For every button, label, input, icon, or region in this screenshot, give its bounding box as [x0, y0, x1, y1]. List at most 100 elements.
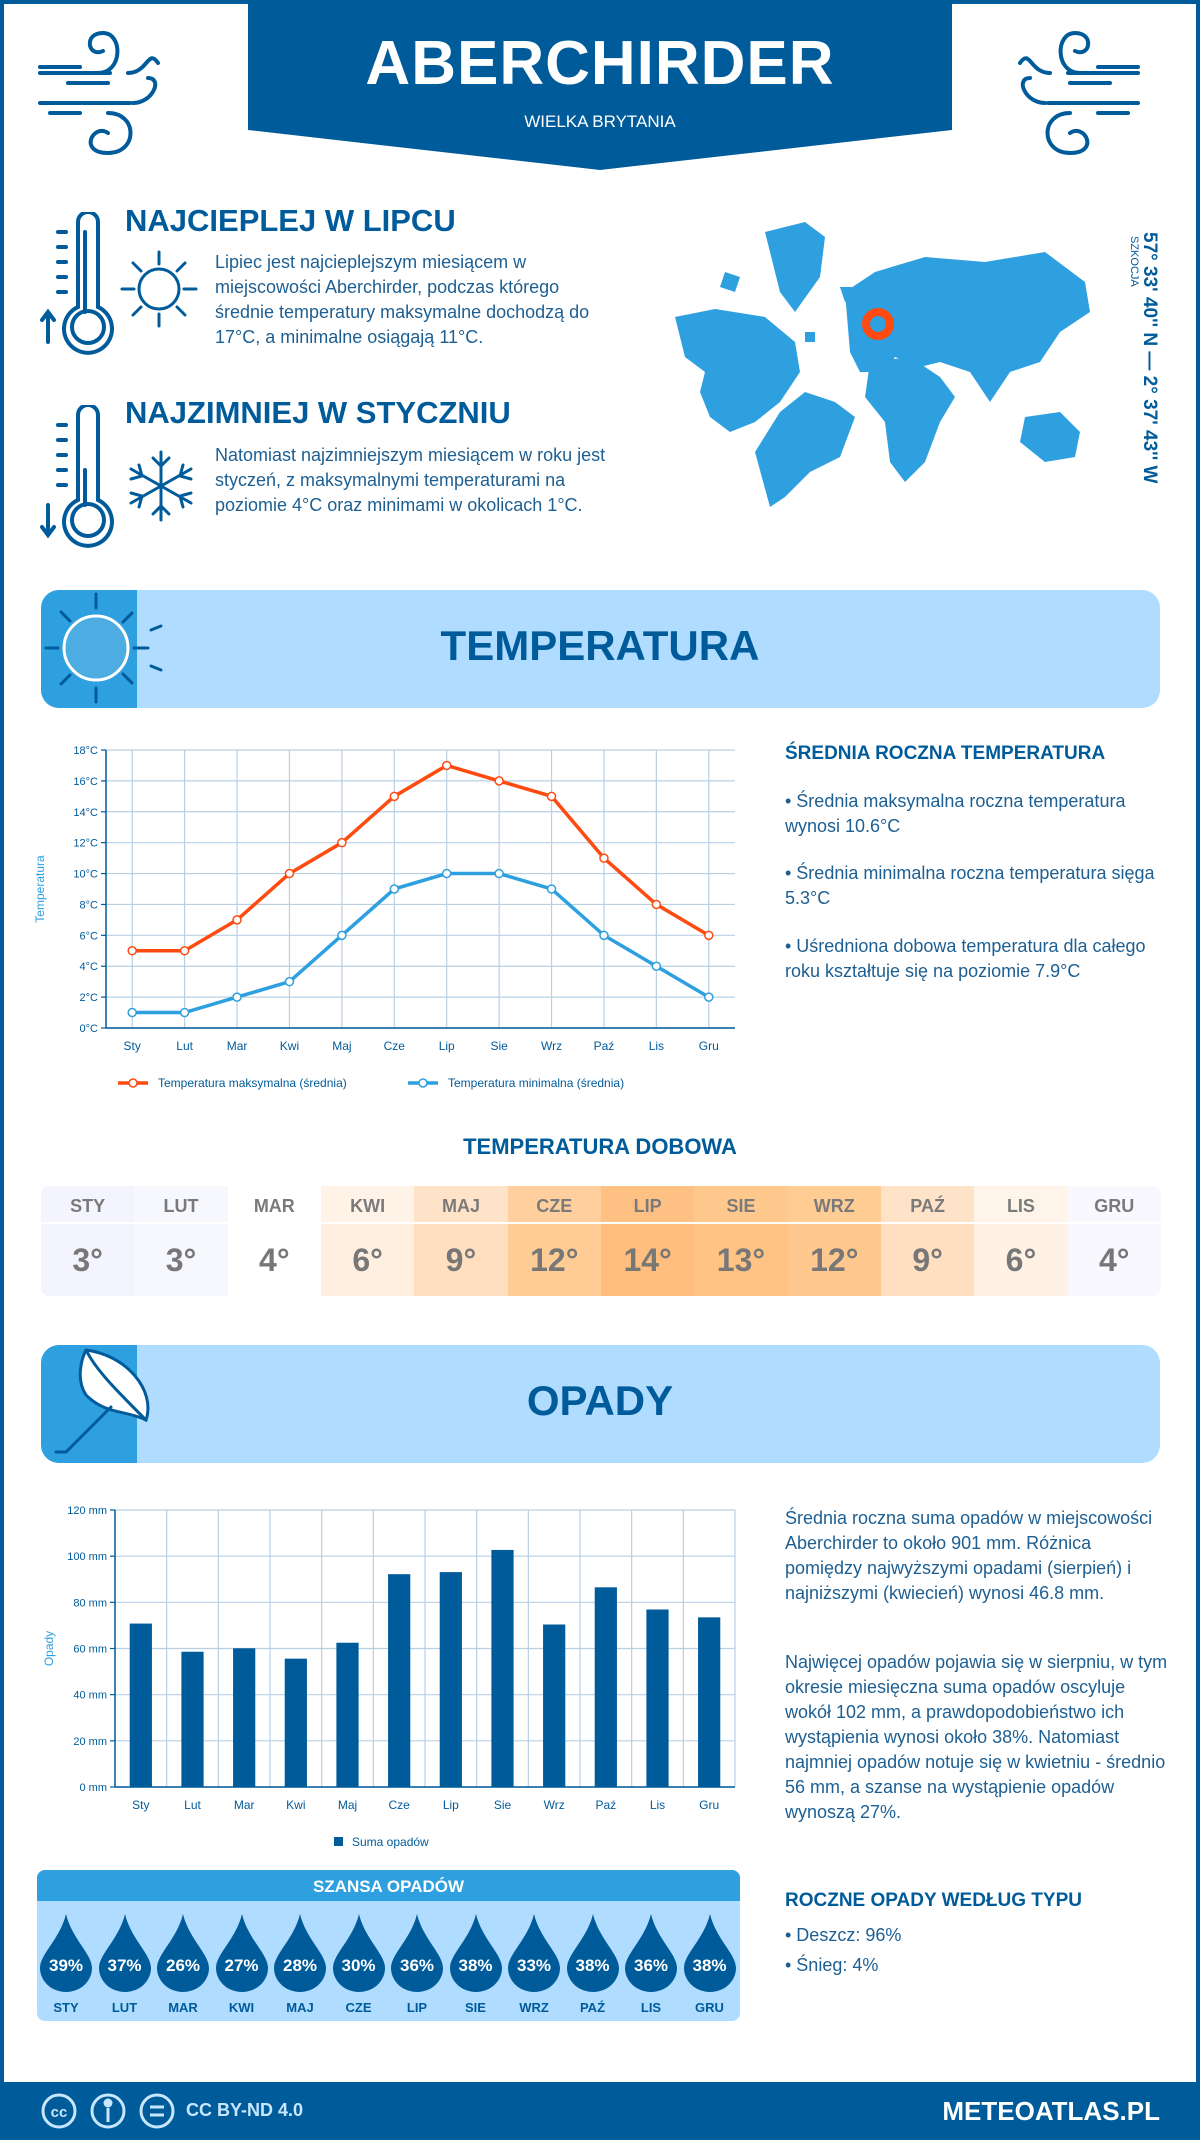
- cc-license-icons[interactable]: cc: [40, 2092, 180, 2130]
- data-point: [389, 884, 400, 894]
- y-tick-label: 80 mm: [73, 1597, 107, 1609]
- bar: [388, 1574, 411, 1787]
- y-tick-label: 10°C: [73, 869, 98, 881]
- data-point: [179, 946, 190, 956]
- daily-temp-value: 3°: [134, 1224, 228, 1296]
- precip-type-snow: • Śnieg: 4%: [785, 1955, 879, 1975]
- x-tick-label: Lip: [443, 1798, 459, 1812]
- chance-month: STY: [53, 2000, 79, 2015]
- temp-bullet: • Uśredniona dobowa temperatura dla całe…: [785, 936, 1146, 981]
- drop-icon: [508, 1914, 560, 1992]
- precip-type-title: ROCZNE OPADY WEDŁUG TYPU: [785, 1890, 1082, 1911]
- site-link[interactable]: METEOATLAS.PL: [942, 2096, 1160, 2126]
- y-tick-label: 60 mm: [73, 1644, 107, 1656]
- daily-temp-lip: LIP 14°: [600, 1186, 695, 1296]
- title-banner: [248, 0, 952, 170]
- x-tick-label: Sie: [494, 1798, 512, 1812]
- data-point: [494, 776, 504, 786]
- temperature-banner: [41, 590, 1160, 708]
- coldest-text: Natomiast najzimniejszym miesiącem w rok…: [215, 445, 606, 515]
- drop-icon: [98, 1914, 151, 1992]
- rain-drop: 39% STY: [40, 1914, 92, 2015]
- daily-temp-value: 12°: [787, 1224, 881, 1296]
- chance-month: MAR: [168, 2000, 198, 2015]
- chance-value: 36%: [633, 1956, 669, 1975]
- y-tick-label: 20 mm: [73, 1736, 107, 1748]
- precip-text-2: Najwięcej opadów pojawia się w sierpniu,…: [785, 1652, 1168, 1822]
- legend-label: Suma opadów: [352, 1835, 429, 1849]
- chance-month: GRU: [695, 2000, 724, 2015]
- y-tick-label: 120 mm: [67, 1505, 107, 1517]
- data-point: [704, 930, 714, 941]
- daily-temp-value: 3°: [41, 1224, 135, 1296]
- temp-bullet: • Średnia maksymalna roczna temperatura …: [785, 791, 1126, 836]
- y-tick-label: 14°C: [73, 807, 98, 819]
- daily-temp-wrz: WRZ 12°: [787, 1186, 881, 1296]
- legend-marker: [128, 1078, 138, 1088]
- data-point: [651, 961, 662, 971]
- world-map: [675, 222, 1090, 507]
- precip-type-rain: • Deszcz: 96%: [785, 1925, 902, 1945]
- temperature-chart: 0°C 2°C 4°C 6°C 8°C 10°C 12°C 14°C 16°C 18°C Sty Lu…: [33, 745, 735, 1090]
- daily-temp-value: 6°: [320, 1224, 415, 1296]
- drop-icon: [40, 1914, 92, 1992]
- x-tick-label: Maj: [332, 1039, 351, 1053]
- data-point: [232, 915, 242, 925]
- y-axis-label: Opady: [42, 1631, 56, 1666]
- chance-value: 38%: [575, 1956, 610, 1975]
- rain-drop: 38% PAŹ: [566, 1914, 619, 2015]
- chance-month: CZE: [345, 2000, 372, 2015]
- chance-value: 26%: [165, 1956, 201, 1975]
- daily-temp-paź: PAŹ 9°: [880, 1186, 975, 1296]
- drop-icon: [157, 1914, 209, 1992]
- bar: [233, 1648, 256, 1787]
- svg-text:cc: cc: [51, 2104, 68, 2121]
- data-point: [389, 791, 400, 802]
- license-text: CC BY-ND 4.0: [186, 2100, 304, 2120]
- y-axis-label: Temperatura: [33, 855, 47, 923]
- footer: cc CC BY-ND 4.0 METEOATLAS.PL: [0, 2082, 1200, 2140]
- x-tick-label: Cze: [388, 1798, 410, 1812]
- bar: [491, 1549, 514, 1787]
- rain-drop: 27% KWI: [215, 1914, 268, 2015]
- data-point: [441, 868, 452, 879]
- bar: [543, 1624, 566, 1787]
- data-point: [441, 760, 452, 771]
- data-point: [337, 837, 347, 848]
- drop-icon: [566, 1914, 619, 1992]
- chance-value: 27%: [224, 1956, 259, 1975]
- chance-value: 37%: [107, 1956, 142, 1975]
- y-tick-label: 6°C: [80, 930, 99, 942]
- drop-icon: [391, 1914, 443, 1992]
- drop-icon: [683, 1914, 736, 1992]
- data-point: [599, 930, 609, 941]
- x-tick-label: Paź: [594, 1039, 615, 1053]
- region-label: SZKOCJA: [1128, 236, 1140, 287]
- x-tick-label: Sty: [132, 1798, 149, 1812]
- daily-temp-maj: MAJ 9°: [414, 1186, 508, 1296]
- daily-temp-value: 13°: [694, 1224, 788, 1296]
- annual-temp-title: ŚREDNIA ROCZNA TEMPERATURA: [785, 743, 1106, 764]
- drop-icon: [449, 1914, 502, 1992]
- warmest-title: NAJCIEPLEJ W LIPCU: [125, 203, 456, 238]
- x-tick-label: Lip: [439, 1039, 455, 1053]
- precip-text-1: Średnia roczna suma opadów w miejscowośc…: [785, 1508, 1153, 1603]
- temperature-title: TEMPERATURA: [440, 622, 760, 669]
- temp-bullet: • Średnia minimalna roczna temperatura s…: [785, 863, 1155, 908]
- coldest-title: NAJZIMNIEJ W STYCZNIU: [125, 395, 511, 430]
- precipitation-chart: 0 mm 20 mm 40 mm 60 mm 80 mm 100 mm 120 mm Sty L…: [42, 1505, 736, 1849]
- daily-temp-value: 14°: [600, 1224, 695, 1296]
- series-line: [132, 871, 710, 1015]
- daily-temp-lis: LIS 6°: [974, 1186, 1068, 1296]
- daily-month-label: MAR: [227, 1186, 321, 1224]
- location-marker: [862, 308, 894, 340]
- bar: [181, 1651, 204, 1787]
- drop-icon: [332, 1914, 385, 1992]
- daily-month-label: STY: [41, 1186, 135, 1224]
- warmest-text: Lipiec jest najcieplejszym miesiącem w m…: [215, 252, 590, 347]
- rain-drop: 36% LIP: [391, 1914, 443, 2015]
- bar: [646, 1609, 669, 1787]
- series-line: [132, 763, 710, 953]
- daily-month-label: MAJ: [414, 1186, 508, 1224]
- legend-marker: [418, 1078, 428, 1088]
